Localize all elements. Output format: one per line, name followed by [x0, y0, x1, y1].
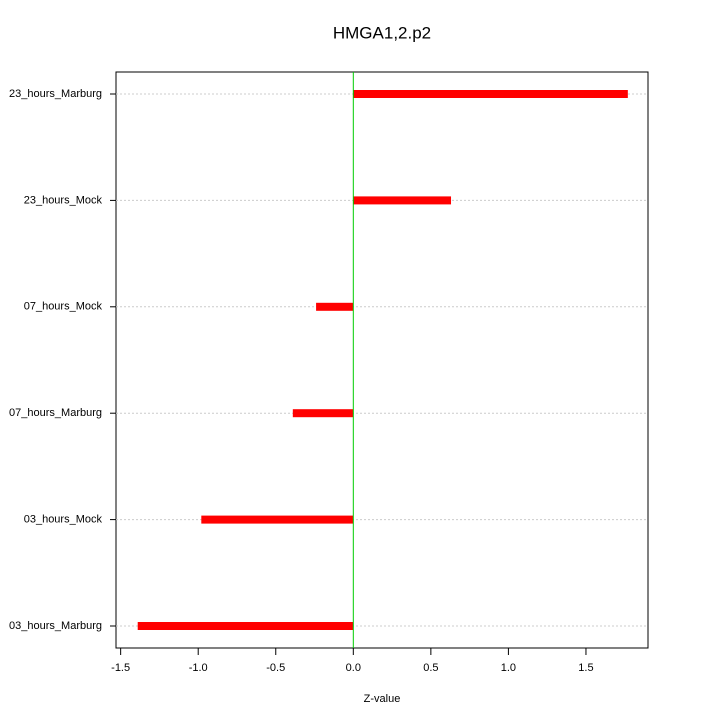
- bar: [292, 409, 354, 418]
- x-tick-label: 1.0: [501, 662, 516, 674]
- y-tick-label: 07_hours_Mock: [24, 301, 103, 313]
- y-tick-label: 23_hours_Marburg: [9, 88, 102, 100]
- x-tick-label: -0.5: [266, 662, 285, 674]
- x-tick-label: 0.5: [423, 662, 438, 674]
- y-tick-label: 03_hours_Mock: [24, 514, 103, 526]
- x-tick-label: 1.5: [578, 662, 593, 674]
- y-tick-label: 03_hours_Marburg: [9, 620, 102, 632]
- bar: [137, 622, 354, 630]
- x-tick-label: 0.0: [346, 662, 361, 674]
- bar: [353, 196, 452, 205]
- chart-title: HMGA1,2.p2: [333, 23, 431, 42]
- x-tick-label: -1.5: [111, 662, 130, 674]
- bar: [201, 515, 354, 524]
- y-tick-label: 23_hours_Mock: [24, 194, 103, 206]
- plot-frame: [115, 71, 649, 649]
- bar: [316, 302, 354, 311]
- y-tick-label: 07_hours_Marburg: [9, 407, 102, 419]
- bar: [353, 90, 628, 98]
- x-tick-label: -1.0: [189, 662, 208, 674]
- x-axis-label: Z-value: [364, 693, 401, 705]
